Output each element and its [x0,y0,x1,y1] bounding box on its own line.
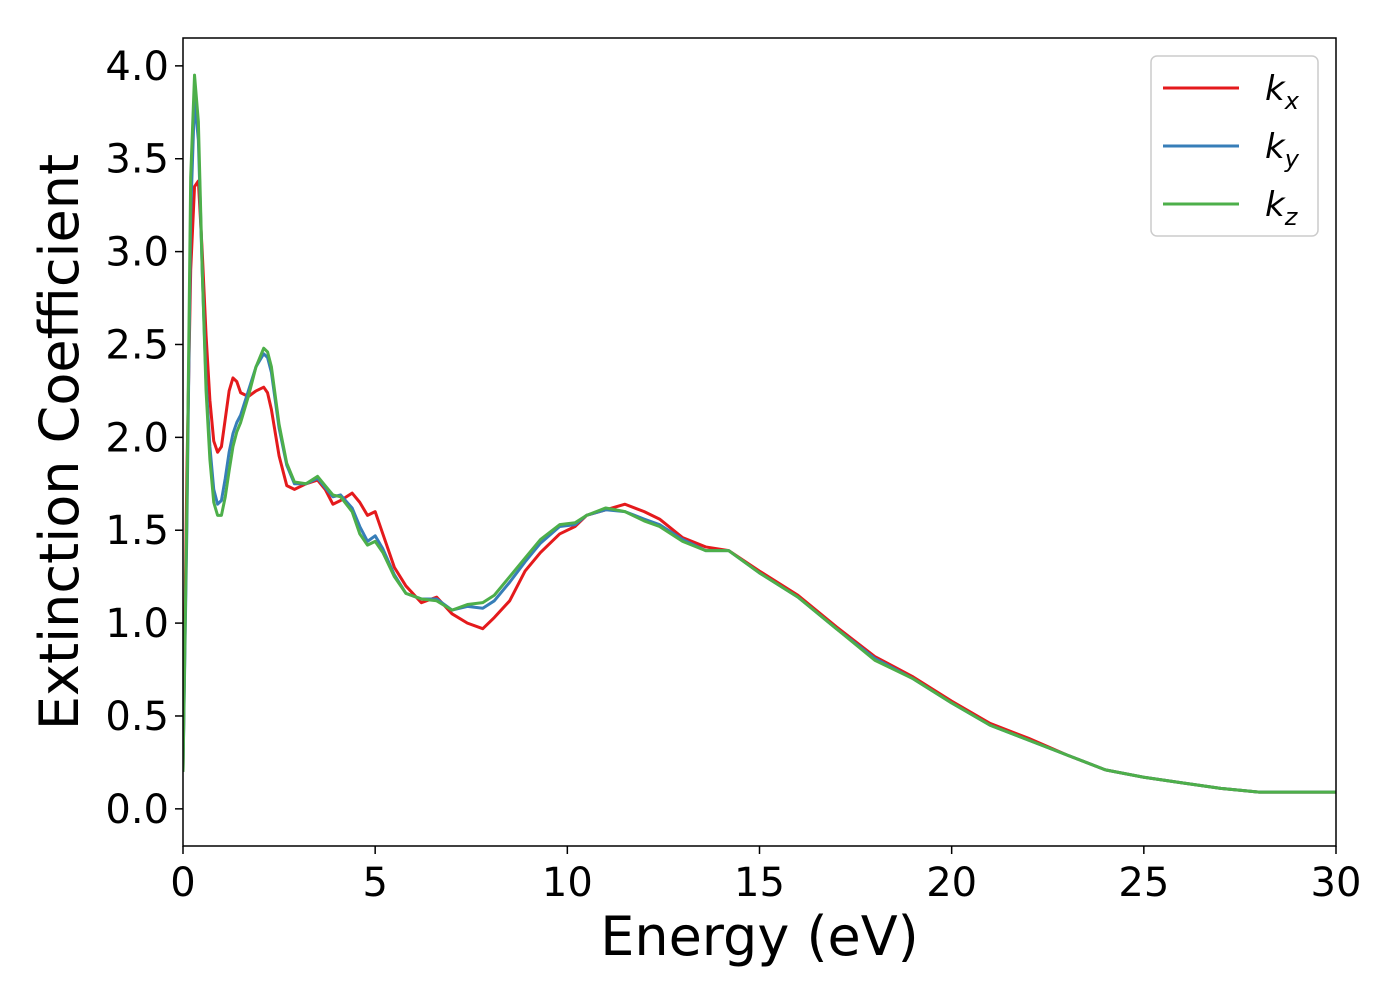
x-tick-label: 0 [170,860,195,906]
y-tick-label: 3.5 [105,137,169,183]
legend-label-base: k [1265,69,1286,109]
y-tick-label: 0.0 [105,787,169,833]
y-axis-ticks: 0.0 0.5 1.0 1.5 2.0 2.5 3.0 3.5 4.0 [105,44,183,833]
x-axis-title: Energy (eV) [600,905,919,968]
x-tick-label: 15 [734,860,785,906]
legend-label-y: ky [1265,127,1300,173]
y-tick-label: 2.0 [105,415,169,461]
legend-label-subscript: y [1284,145,1300,173]
y-tick-label: 1.0 [105,601,169,647]
x-tick-label: 30 [1311,860,1362,906]
series-line-z [183,73,1336,794]
series-line-x [183,179,1336,794]
x-tick-label: 5 [362,860,387,906]
y-tick-label: 2.5 [105,322,169,368]
legend-label-z: kz [1265,185,1299,231]
legend-label-x: kx [1265,69,1300,115]
x-tick-label: 25 [1118,860,1169,906]
x-axis-ticks: 0 5 10 15 20 25 30 [170,846,1361,906]
legend-label-base: k [1265,185,1286,225]
legend-label-base: k [1265,127,1286,167]
x-tick-label: 20 [926,860,977,906]
legend-label-subscript: z [1284,203,1299,231]
y-tick-label: 4.0 [105,44,169,90]
y-tick-label: 1.5 [105,508,169,554]
plot-lines [183,73,1336,794]
legend-label-subscript: x [1284,87,1300,115]
y-tick-label: 0.5 [105,694,169,740]
y-tick-label: 3.0 [105,230,169,276]
y-axis-title: Extinction Coefficient [28,154,91,730]
x-tick-label: 10 [542,860,593,906]
